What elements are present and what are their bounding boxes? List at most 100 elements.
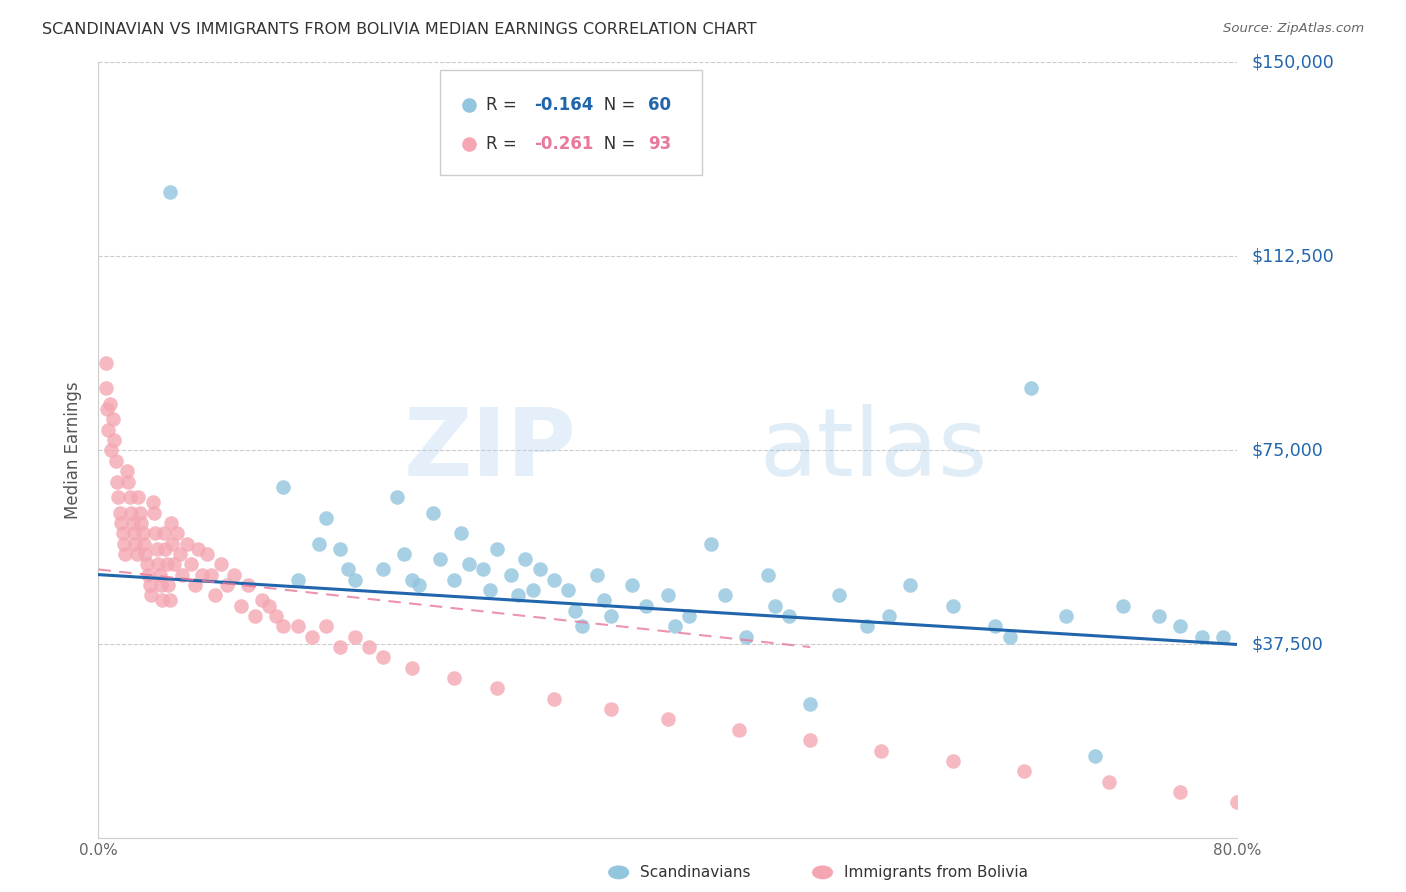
Point — [664, 619, 686, 633]
Point — [273, 480, 295, 494]
Point — [343, 573, 366, 587]
Point — [105, 475, 128, 489]
Point — [108, 506, 131, 520]
Point — [394, 547, 416, 561]
Point — [243, 609, 266, 624]
Point — [115, 464, 138, 478]
Point — [195, 547, 218, 561]
Point — [136, 567, 159, 582]
Point — [592, 593, 614, 607]
Point — [169, 547, 191, 561]
Point — [478, 583, 501, 598]
Point — [799, 697, 821, 711]
Point — [184, 578, 207, 592]
Point — [176, 536, 198, 550]
Text: ZIP: ZIP — [404, 404, 576, 497]
Point — [543, 691, 565, 706]
Point — [1254, 805, 1277, 820]
Point — [600, 702, 623, 716]
Point — [457, 558, 479, 572]
Point — [657, 713, 679, 727]
Text: -0.164: -0.164 — [534, 96, 593, 114]
Text: $37,500: $37,500 — [1251, 635, 1323, 654]
Point — [429, 552, 451, 566]
Point — [200, 567, 222, 582]
Point — [600, 609, 623, 624]
Point — [571, 619, 593, 633]
Point — [150, 578, 173, 592]
Point — [343, 630, 366, 644]
Point — [273, 619, 295, 633]
Point — [259, 599, 281, 613]
Point — [138, 578, 160, 592]
Point — [678, 609, 700, 624]
Point — [1170, 785, 1192, 799]
Point — [1012, 764, 1035, 779]
Text: N =: N = — [588, 135, 641, 153]
Point — [1191, 630, 1213, 644]
Point — [111, 526, 134, 541]
Point — [422, 506, 444, 520]
Point — [120, 506, 142, 520]
Point — [110, 516, 132, 530]
Point — [401, 661, 423, 675]
Text: Immigrants from Bolivia: Immigrants from Bolivia — [844, 865, 1028, 880]
Point — [94, 381, 117, 395]
Point — [856, 619, 879, 633]
Point — [1056, 609, 1078, 624]
Point — [714, 588, 737, 602]
Point — [942, 599, 965, 613]
Point — [160, 516, 183, 530]
Text: $75,000: $75,000 — [1251, 442, 1323, 459]
Point — [155, 541, 177, 556]
Y-axis label: Median Earnings: Median Earnings — [65, 382, 83, 519]
Point — [756, 567, 779, 582]
Point — [94, 355, 117, 369]
Point — [142, 506, 165, 520]
Point — [146, 541, 169, 556]
Point — [159, 593, 181, 607]
Point — [501, 567, 523, 582]
Point — [308, 536, 330, 550]
Point — [103, 433, 125, 447]
Point — [149, 567, 172, 582]
Point — [336, 562, 359, 576]
Point — [287, 619, 309, 633]
Point — [329, 541, 352, 556]
Point — [877, 609, 900, 624]
Point — [287, 573, 309, 587]
Point — [486, 681, 509, 696]
Point — [557, 583, 579, 598]
Point — [1084, 748, 1107, 763]
Point — [209, 558, 232, 572]
Point — [125, 547, 148, 561]
Point — [984, 619, 1007, 633]
Point — [153, 526, 176, 541]
Point — [408, 578, 430, 592]
Point — [898, 578, 921, 592]
Point — [101, 412, 124, 426]
Point — [162, 536, 184, 550]
Point — [329, 640, 352, 654]
Point — [443, 671, 465, 685]
Point — [132, 536, 155, 550]
Point — [96, 402, 118, 417]
Point — [112, 536, 135, 550]
Point — [508, 588, 530, 602]
Point — [172, 567, 194, 582]
Point — [942, 754, 965, 768]
Point — [315, 619, 337, 633]
Point — [236, 578, 259, 592]
Point — [141, 495, 163, 509]
Point — [543, 573, 565, 587]
Point — [486, 541, 509, 556]
Point — [145, 526, 167, 541]
Point — [187, 541, 209, 556]
Text: Source: ZipAtlas.com: Source: ZipAtlas.com — [1223, 22, 1364, 36]
Point — [156, 558, 179, 572]
Text: N =: N = — [588, 96, 641, 114]
Point — [157, 578, 180, 592]
Point — [699, 536, 721, 550]
Point — [373, 650, 395, 665]
Text: atlas: atlas — [759, 404, 987, 497]
